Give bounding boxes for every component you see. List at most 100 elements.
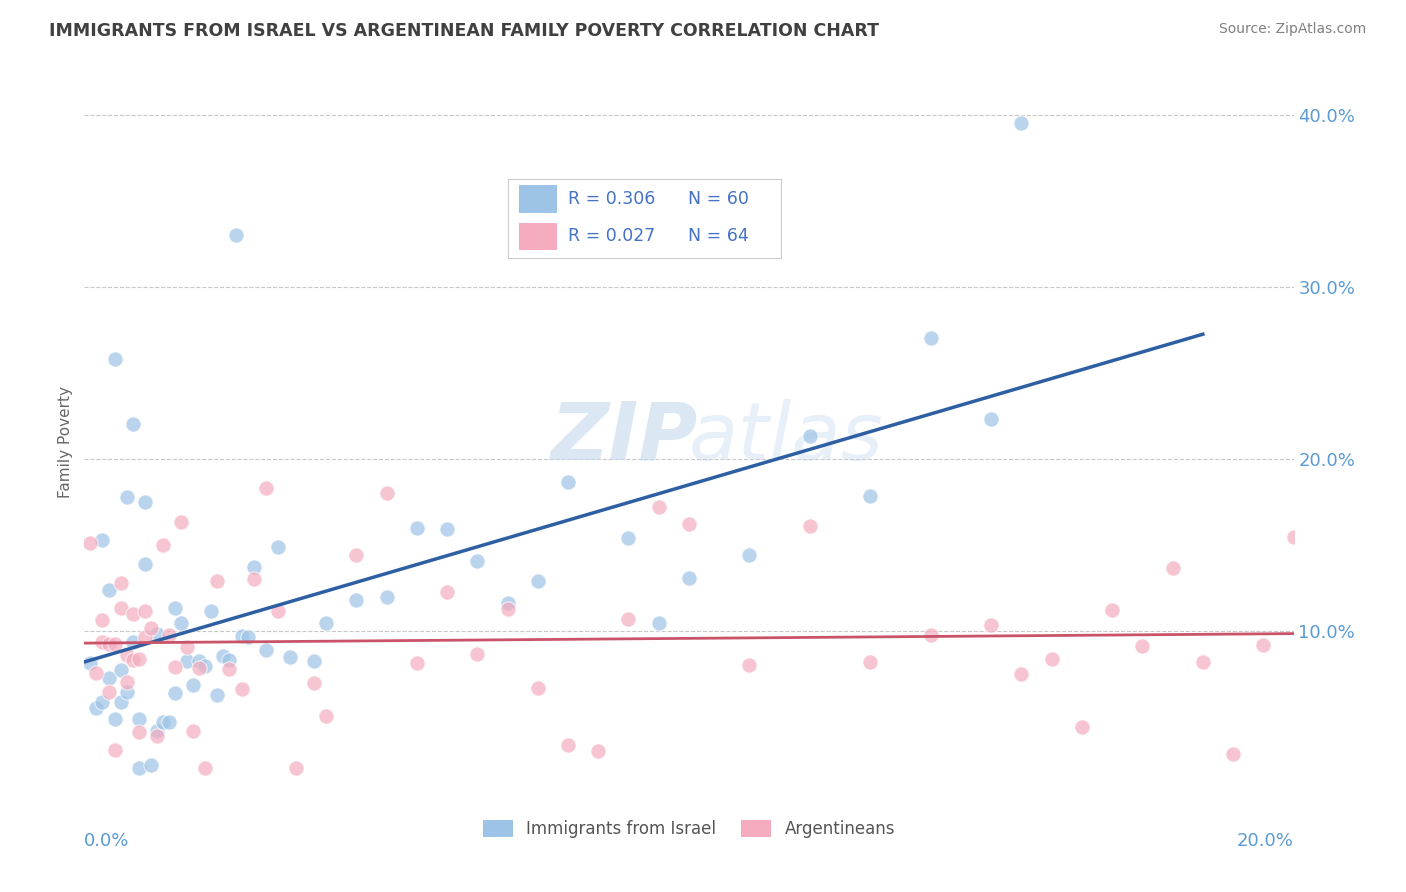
- Point: [254, 481, 277, 495]
- Text: R = 0.306: R = 0.306: [568, 190, 655, 209]
- Text: N = 64: N = 64: [688, 227, 748, 245]
- Point: [104, 351, 127, 366]
- Point: [152, 538, 174, 552]
- Point: [157, 628, 180, 642]
- Point: [128, 761, 150, 775]
- Point: [110, 601, 132, 615]
- Point: [231, 629, 253, 643]
- Text: atlas: atlas: [689, 399, 884, 477]
- Text: 20.0%: 20.0%: [1237, 831, 1294, 850]
- Point: [236, 630, 259, 644]
- Point: [97, 582, 120, 597]
- Point: [91, 694, 114, 708]
- Point: [278, 649, 301, 664]
- Text: N = 60: N = 60: [688, 190, 749, 209]
- Point: [285, 761, 308, 775]
- Point: [134, 630, 156, 644]
- Point: [104, 712, 127, 726]
- Point: [738, 549, 761, 563]
- Point: [617, 612, 640, 626]
- Point: [496, 596, 519, 610]
- Point: [165, 686, 187, 700]
- Point: [859, 655, 882, 669]
- Y-axis label: Family Poverty: Family Poverty: [58, 385, 73, 498]
- Point: [375, 486, 398, 500]
- Point: [678, 517, 700, 532]
- Point: [146, 724, 169, 739]
- Point: [799, 429, 821, 443]
- Point: [496, 601, 519, 615]
- Point: [1282, 530, 1305, 544]
- Point: [121, 635, 143, 649]
- Point: [1253, 639, 1275, 653]
- Point: [152, 715, 174, 730]
- Point: [212, 648, 235, 663]
- Point: [115, 490, 138, 504]
- Point: [617, 531, 640, 545]
- Point: [557, 739, 579, 753]
- Point: [588, 744, 610, 758]
- Point: [165, 660, 187, 674]
- Point: [678, 571, 700, 585]
- Text: ZIP: ZIP: [550, 399, 697, 477]
- Point: [406, 521, 429, 535]
- Point: [121, 607, 143, 621]
- Point: [207, 688, 229, 702]
- Point: [315, 615, 337, 630]
- Point: [110, 694, 132, 708]
- Bar: [519, 223, 557, 251]
- Point: [231, 681, 253, 696]
- Point: [97, 685, 120, 699]
- Point: [115, 675, 138, 690]
- Point: [1101, 603, 1123, 617]
- Point: [980, 412, 1002, 426]
- Point: [91, 613, 114, 627]
- Point: [218, 662, 240, 676]
- Point: [1011, 666, 1033, 681]
- Point: [200, 604, 222, 618]
- Point: [1130, 639, 1153, 653]
- Point: [920, 628, 942, 642]
- Point: [139, 758, 162, 772]
- Point: [157, 714, 180, 729]
- Point: [188, 661, 211, 675]
- Point: [128, 712, 150, 726]
- Point: [181, 678, 204, 692]
- Point: [436, 523, 458, 537]
- Point: [86, 701, 108, 715]
- Point: [194, 761, 217, 775]
- Point: [146, 729, 169, 743]
- Point: [79, 535, 101, 549]
- Point: [79, 656, 101, 670]
- Point: [302, 676, 325, 690]
- Point: [176, 654, 198, 668]
- Point: [134, 494, 156, 508]
- Point: [346, 593, 368, 607]
- Point: [527, 574, 550, 588]
- Point: [115, 648, 138, 662]
- Point: [110, 664, 132, 678]
- Point: [218, 653, 240, 667]
- Point: [110, 576, 132, 591]
- Point: [242, 560, 264, 574]
- Point: [467, 647, 489, 661]
- Point: [97, 637, 120, 651]
- Point: [648, 500, 671, 514]
- Point: [1222, 747, 1244, 762]
- Point: [1161, 561, 1184, 575]
- Point: [254, 642, 277, 657]
- Point: [134, 604, 156, 618]
- Point: [139, 621, 162, 635]
- Point: [1071, 720, 1094, 734]
- Point: [1192, 655, 1215, 669]
- Point: [128, 652, 150, 666]
- Bar: [519, 186, 557, 213]
- Point: [207, 574, 229, 588]
- Point: [267, 541, 290, 555]
- Text: Source: ZipAtlas.com: Source: ZipAtlas.com: [1219, 22, 1367, 37]
- Point: [648, 615, 671, 630]
- Text: R = 0.027: R = 0.027: [568, 227, 655, 245]
- Point: [165, 600, 187, 615]
- Point: [176, 640, 198, 654]
- Point: [121, 653, 143, 667]
